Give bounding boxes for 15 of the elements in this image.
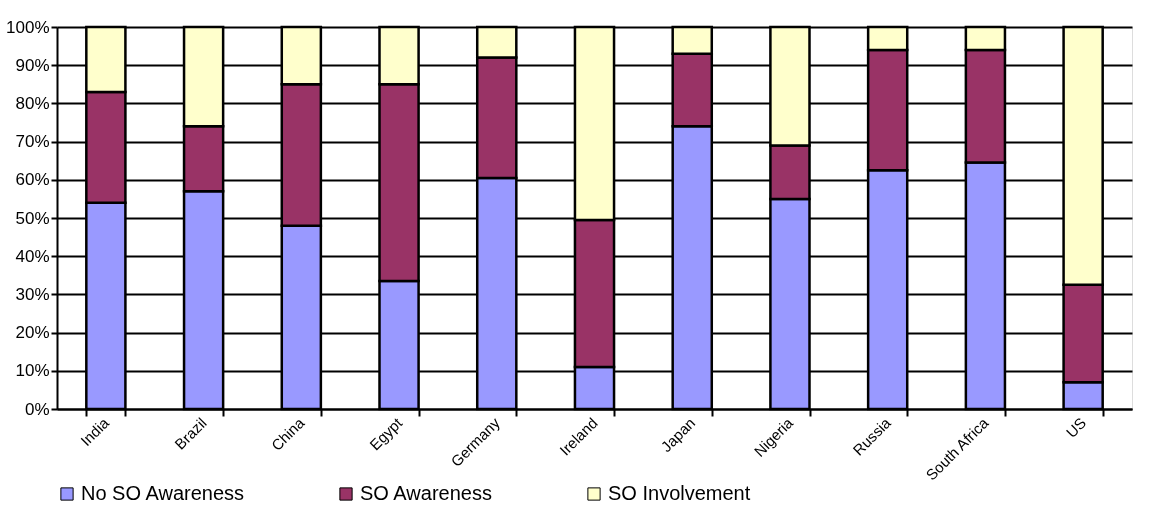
y-tick-label: 80%	[15, 93, 50, 113]
y-tick-label: 90%	[15, 55, 50, 75]
y-tick-label: 100%	[6, 17, 50, 37]
y-tick-label: 20%	[15, 323, 50, 343]
y-tick-label: 60%	[15, 170, 50, 190]
y-tick-label: 50%	[15, 208, 50, 228]
legend-label: SO Awareness	[360, 482, 492, 504]
legend-label: No SO Awareness	[81, 482, 245, 504]
x-tick-label: US	[1062, 414, 1090, 441]
legend-label: SO Involvement	[608, 482, 751, 504]
y-tick-label: 40%	[15, 246, 50, 266]
y-tick-label: 70%	[15, 132, 50, 152]
y-tick-label: 10%	[15, 361, 50, 381]
y-tick-label: 30%	[15, 284, 50, 304]
y-tick-label: 0%	[24, 399, 50, 419]
